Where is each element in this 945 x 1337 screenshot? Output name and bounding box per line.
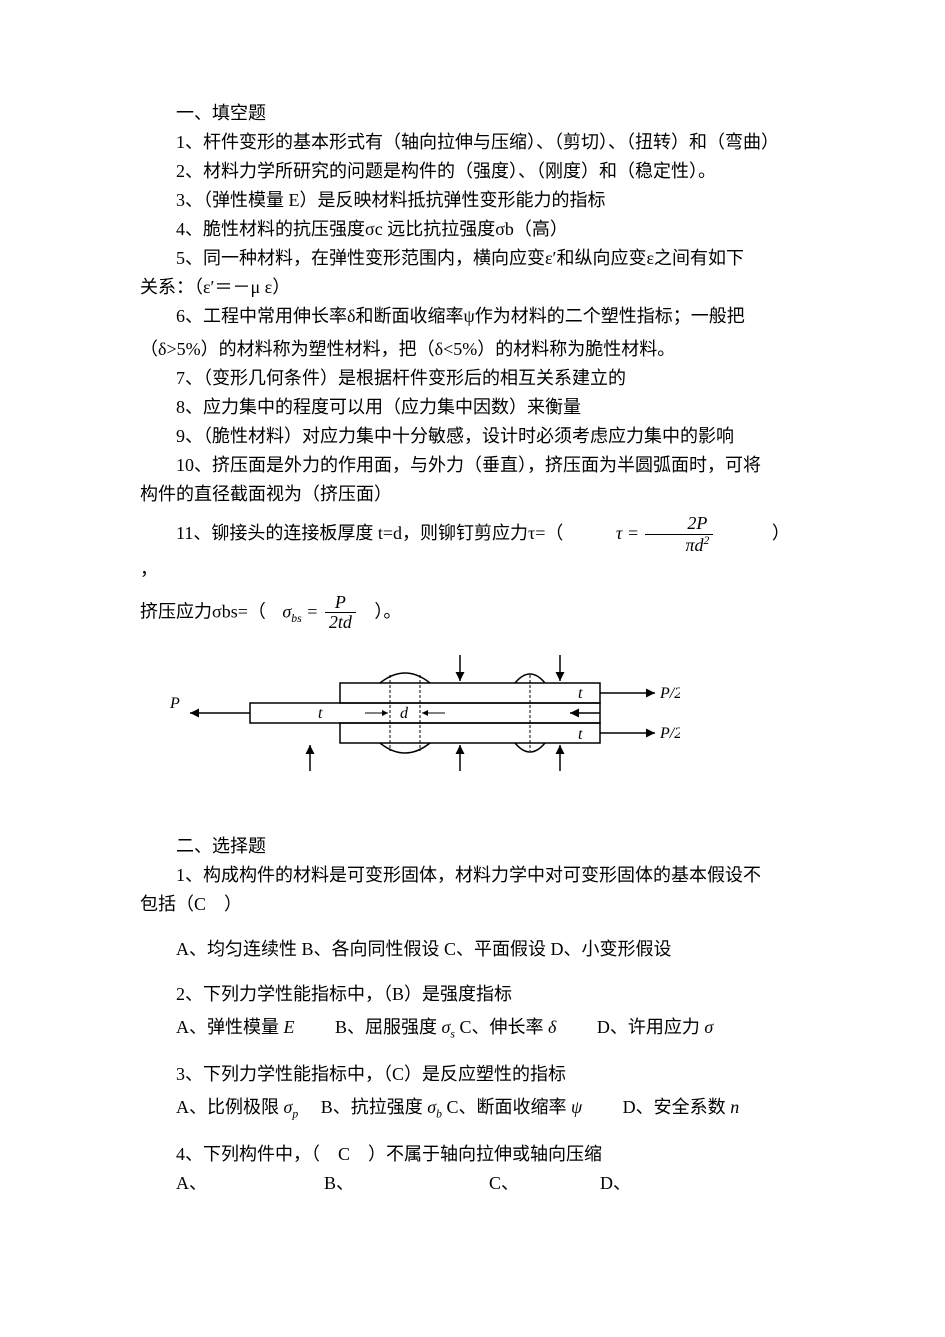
sigma-den: 2td [325, 613, 356, 633]
s1-item-2: 2、材料力学所研究的问题是构件的（强度）、（刚度）和（稳定性）。 [140, 158, 805, 185]
sigma-num: P [325, 593, 356, 614]
s1-item-8: 8、应力集中的程度可以用（应力集中因数）来衡量 [140, 394, 805, 421]
s1-item-11-line2: 挤压应力σbs=（ σbs = P 2td ）。 [140, 593, 805, 634]
diagram-label-t1: t [318, 705, 323, 722]
section2-heading: 二、选择题 [140, 833, 805, 860]
q11-text-d: ）。 [374, 601, 401, 621]
s1-item-5a: 5、同一种材料，在弹性变形范围内，横向应变ε′和纵向应变ε之间有如下 [140, 245, 805, 272]
q2-C-txt: C、伸长率 [459, 1017, 548, 1037]
q3-C-sym: ψ [571, 1097, 582, 1117]
diagram-label-P2b: P/2 [659, 725, 680, 742]
s1-item-10a: 10、挤压面是外力的作用面，与外力（垂直），挤压面为半圆弧面时，可将 [140, 452, 805, 479]
q3-A-txt: A、比例极限 [176, 1097, 284, 1117]
q2-D-txt: D、许用应力 [561, 1017, 705, 1037]
q2-C-sym: δ [548, 1017, 556, 1037]
q2-A-sym: E [284, 1017, 295, 1037]
s1-item-5b: 关系：（ε′＝－μ ε） [140, 274, 805, 301]
sigma-lhs-sub: bs [291, 612, 301, 625]
s1-item-11-line1: 11、铆接头的连接板厚度 t=d，则铆钉剪应力τ=（ τ = 2P πd2 ） … [140, 514, 805, 583]
q3-A-sub: p [292, 1108, 298, 1121]
s2-q1b: 包括（C ） [140, 891, 805, 918]
s2-q3: 3、下列力学性能指标中，（C）是反应塑性的指标 [140, 1061, 805, 1088]
sigma-bs-formula: σbs = P 2td [282, 593, 357, 634]
s2-q2-options: A、弹性模量 E B、屈服强度 σs C、伸长率 δ D、许用应力 σ [140, 1014, 805, 1043]
tau-num: 2P [687, 513, 707, 533]
diagram-label-P2a: P/2 [659, 685, 680, 702]
q3-B-sub: b [436, 1108, 442, 1121]
s1-item-4: 4、脆性材料的抗压强度σc 远比抗拉强度σb（高） [140, 216, 805, 243]
tau-lhs: τ = [616, 523, 639, 543]
q2-A-txt: A、弹性模量 [176, 1017, 284, 1037]
q3-C-txt: C、断面收缩率 [446, 1097, 571, 1117]
q3-D-sym: n [730, 1097, 739, 1117]
diagram-label-t2: t [578, 685, 583, 702]
q2-D-sym: σ [704, 1017, 713, 1037]
s1-item-3: 3、（弹性模量 E）是反映材料抵抗弹性变形能力的指标 [140, 187, 805, 214]
s1-item-7: 7、（变形几何条件）是根据杆件变形后的相互关系建立的 [140, 365, 805, 392]
s2-q1a: 1、构成构件的材料是可变形固体，材料力学中对可变形固体的基本假设不 [140, 862, 805, 889]
q2-B-sub: s [450, 1028, 455, 1041]
tau-fraction: 2P πd2 [645, 514, 713, 556]
diagram-label-t3: t [578, 726, 583, 743]
s1-item-6a: 6、工程中常用伸长率δ和断面收缩率ψ作为材料的二个塑性指标；一般把 [140, 303, 805, 330]
s1-item-10b: 构件的直径截面视为（挤压面） [140, 481, 805, 508]
s2-q2: 2、下列力学性能指标中，（B）是强度指标 [140, 981, 805, 1008]
sigma-fraction: P 2td [325, 593, 356, 634]
diagram-label-d: d [400, 705, 409, 722]
s2-q4: 4、下列构件中，（ C ）不属于轴向拉伸或轴向压缩 [140, 1141, 805, 1168]
sigma-lhs-b: = [302, 601, 319, 621]
s2-q3-options: A、比例极限 σp B、抗拉强度 σb C、断面收缩率 ψ D、安全系数 n [140, 1094, 805, 1123]
section1-heading: 一、填空题 [140, 100, 805, 127]
diagram-svg: P P/2 P/2 t t t d [160, 653, 680, 803]
q3-B-txt: B、抗拉强度 [303, 1097, 428, 1117]
q3-D-txt: D、安全系数 [587, 1097, 731, 1117]
q11-text-a: 11、铆接头的连接板厚度 t=d，则铆钉剪应力τ=（ [176, 523, 563, 543]
q2-B-txt: B、屈服强度 [299, 1017, 442, 1037]
diagram-label-P: P [169, 695, 180, 712]
document-page: 一、填空题 1、杆件变形的基本形式有（轴向拉伸与压缩）、（剪切）、（扭转）和（弯… [0, 0, 945, 1259]
tau-den-pi: π [685, 535, 694, 555]
tau-den-d: d [695, 535, 704, 555]
sigma-lhs-a: σ [282, 601, 291, 621]
s1-item-9: 9、（脆性材料）对应力集中十分敏感，设计时必须考虑应力集中的影响 [140, 423, 805, 450]
s1-item-1: 1、杆件变形的基本形式有（轴向拉伸与压缩）、（剪切）、（扭转）和（弯曲） [140, 129, 805, 156]
s1-item-6b: （δ>5%）的材料称为塑性材料，把（δ<5%）的材料称为脆性材料。 [140, 336, 805, 363]
tau-den-sup: 2 [704, 534, 710, 547]
tau-formula: τ = 2P πd2 [580, 514, 715, 556]
s2-q1-options: A、均匀连续性 B、各向同性假设 C、平面假设 D、小变形假设 [140, 936, 805, 963]
rivet-joint-diagram: P P/2 P/2 t t t d [160, 653, 805, 803]
q11-text-c: 挤压应力σbs=（ [140, 601, 266, 621]
s2-q4-options: A、 B、 C、 D、 [140, 1170, 805, 1197]
q3-B-sym: σ [427, 1097, 436, 1117]
